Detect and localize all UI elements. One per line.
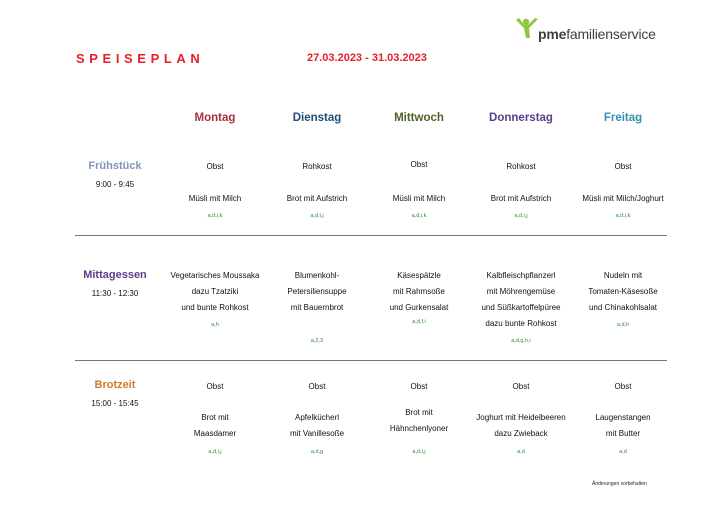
fruehstueck-mittwoch-second: Müsli mit Milch (392, 194, 446, 203)
dish-line: dazu Zwieback (494, 429, 548, 438)
meal-time-fruehstueck: 9:00 - 9:45 (95, 180, 135, 189)
fruehstueck-dienstag-main: Rohkost (302, 162, 332, 171)
fruehstueck-montag-second: Müsli mit Milch (188, 194, 242, 203)
brand-rest: familienservice (566, 26, 656, 42)
dish-line: Apfelkücherl (294, 413, 340, 422)
dish-line: mit Vanillesoße (289, 429, 345, 438)
fruehstueck-montag-main: Obst (206, 162, 224, 171)
brotzeit-montag-dish: Brot mit Maasdamer (160, 410, 270, 442)
mittagessen-mittwoch-allergens: a,d,f,i (412, 319, 426, 325)
fruehstueck-donnerstag-main: Rohkost (506, 162, 536, 171)
dish-line: Tomaten-Käsesoße (588, 287, 658, 296)
dish-line: mit Bauernbrot (290, 303, 344, 312)
brotzeit-donnerstag-allergens: a,d (517, 449, 525, 455)
brotzeit-dienstag-dish: Apfelkücherl mit Vanillesoße (262, 410, 372, 442)
date-range: 27.03.2023 - 31.03.2023 (307, 52, 427, 64)
fruehstueck-mittwoch-main: Obst (410, 160, 428, 169)
dish-line: und Gurkensalat (389, 303, 449, 312)
pme-logo-icon (516, 18, 538, 38)
dish-line: dazu Tzatziki (191, 287, 239, 296)
meal-time-brotzeit: 15:00 - 15:45 (91, 399, 139, 408)
brotzeit-dienstag-allergens: a,d,g (310, 449, 324, 455)
day-header-donnerstag: Donnerstag (489, 112, 553, 124)
meal-time-mittagessen: 11:30 - 12:30 (91, 289, 139, 298)
mittagessen-montag-dish: Vegetarisches Moussaka dazu Tzatziki und… (153, 268, 277, 316)
dish-line: Laugenstangen (595, 413, 651, 422)
dish-line: dazu bunte Rohkost (485, 319, 557, 328)
dish-line: und Süßkartoffelpüree (481, 303, 561, 312)
day-header-freitag: Freitag (603, 112, 643, 124)
mittagessen-mittwoch-dish: Käsespätzle mit Rahmsoße und Gurkensalat (364, 268, 474, 316)
fruehstueck-montag-allergens: a,d,i,k (207, 213, 223, 219)
dish-line: Brot mit (201, 413, 229, 422)
dish-line: Maasdamer (193, 429, 237, 438)
divider (75, 360, 667, 361)
brotzeit-freitag-main: Obst (614, 382, 632, 391)
day-header-montag: Montag (194, 112, 236, 124)
divider (75, 235, 667, 236)
mittagessen-freitag-allergens: a,d,h (616, 322, 630, 328)
mittagessen-freitag-dish: Nudeln mit Tomaten-Käsesoße und Chinakoh… (561, 268, 685, 316)
brand-bold: pme (538, 26, 567, 42)
dish-line: Käsespätzle (397, 271, 441, 280)
mittagessen-dienstag-allergens: a,2,3 (310, 338, 324, 344)
dish-line: und bunte Rohkost (181, 303, 249, 312)
fruehstueck-dienstag-allergens: a,d,i,j (310, 213, 324, 219)
meal-name-brotzeit: Brotzeit (94, 379, 136, 391)
mittagessen-montag-allergens: a,h (211, 322, 219, 328)
brotzeit-dienstag-main: Obst (308, 382, 326, 391)
fruehstueck-mittwoch-allergens: a,d,i,k (411, 213, 427, 219)
dish-line: Petersiliensuppe (287, 287, 347, 296)
dish-line: Kalbfleischpflanzerl (486, 271, 556, 280)
footnote: Änderungen vorbehalten (592, 481, 647, 487)
brotzeit-freitag-dish: Laugenstangen mit Butter (568, 410, 678, 442)
brotzeit-mittwoch-main: Obst (410, 382, 428, 391)
brotzeit-montag-allergens: a,d,i,j (208, 449, 222, 455)
dish-line: Joghurt mit Heidelbeeren (476, 413, 566, 422)
brotzeit-montag-main: Obst (206, 382, 224, 391)
brotzeit-donnerstag-dish: Joghurt mit Heidelbeeren dazu Zwieback (459, 410, 583, 442)
fruehstueck-freitag-allergens: a,d,i,k (615, 213, 631, 219)
dish-line: Hähnchenlyoner (389, 424, 449, 433)
dish-line: mit Rahmsoße (392, 287, 445, 296)
brotzeit-mittwoch-dish: Brot mit Hähnchenlyoner (364, 405, 474, 437)
day-header-dienstag: Dienstag (292, 112, 342, 124)
fruehstueck-donnerstag-allergens: a,d,i,j (514, 213, 528, 219)
brand-name: pmefamilienservice (538, 26, 656, 42)
dish-line: Blumenkohl- (294, 271, 340, 280)
dish-line: mit Möhrengemüse (486, 287, 556, 296)
fruehstueck-donnerstag-second: Brot mit Aufstrich (490, 194, 552, 203)
brotzeit-freitag-allergens: a,d (619, 449, 627, 455)
day-header-mittwoch: Mittwoch (394, 112, 444, 124)
dish-line: und Chinakohlsalat (588, 303, 658, 312)
fruehstueck-freitag-main: Obst (614, 162, 632, 171)
meal-name-mittagessen: Mittagessen (83, 269, 147, 281)
mittagessen-dienstag-dish: Blumenkohl- Petersiliensuppe mit Bauernb… (262, 268, 372, 316)
mittagessen-donnerstag-allergens: a,d,g,h,i (511, 338, 531, 344)
brotzeit-donnerstag-main: Obst (512, 382, 530, 391)
dish-line: Brot mit (405, 408, 433, 417)
fruehstueck-freitag-second: Müsli mit Milch/Joghurt (582, 194, 664, 203)
dish-line: Vegetarisches Moussaka (170, 271, 260, 280)
brotzeit-mittwoch-allergens: a,d,i,j (412, 449, 426, 455)
meal-name-fruehstueck: Frühstück (88, 160, 142, 172)
mittagessen-donnerstag-dish: Kalbfleischpflanzerl mit Möhrengemüse un… (459, 268, 583, 332)
fruehstueck-dienstag-second: Brot mit Aufstrich (286, 194, 348, 203)
page-title: SPEISEPLAN (76, 51, 205, 66)
dish-line: Nudeln mit (603, 271, 643, 280)
dish-line: mit Butter (605, 429, 641, 438)
